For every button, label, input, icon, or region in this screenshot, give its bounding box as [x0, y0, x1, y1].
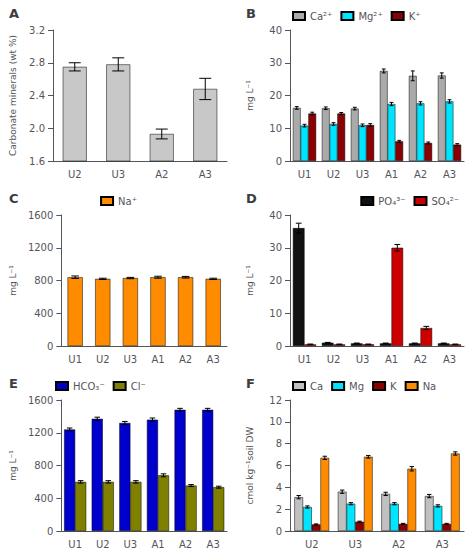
svg-text:2: 2 — [276, 504, 282, 515]
svg-text:U3: U3 — [124, 539, 138, 550]
svg-text:Mg: Mg — [349, 381, 364, 392]
svg-text:A2: A2 — [179, 539, 192, 550]
svg-text:Na⁺: Na⁺ — [118, 196, 137, 207]
svg-text:40: 40 — [269, 210, 282, 221]
svg-text:E: E — [9, 376, 18, 391]
svg-text:U1: U1 — [68, 354, 82, 365]
svg-text:D: D — [246, 191, 257, 206]
svg-text:A2: A2 — [414, 169, 427, 180]
svg-text:800: 800 — [34, 460, 53, 471]
svg-text:A2: A2 — [392, 539, 405, 550]
svg-text:0: 0 — [276, 156, 282, 167]
svg-text:U3: U3 — [124, 354, 138, 365]
svg-text:2.8: 2.8 — [29, 57, 45, 68]
svg-text:K: K — [390, 381, 397, 392]
svg-text:F: F — [246, 376, 255, 391]
svg-text:0: 0 — [47, 526, 53, 537]
svg-text:1.6: 1.6 — [29, 156, 45, 167]
svg-text:U2: U2 — [68, 169, 82, 180]
svg-text:U2: U2 — [96, 354, 110, 365]
svg-text:0: 0 — [276, 526, 282, 537]
svg-text:A3: A3 — [199, 169, 212, 180]
svg-text:20: 20 — [269, 275, 282, 286]
svg-text:U3: U3 — [356, 354, 370, 365]
svg-text:cmol⁣ kg⁻¹soil DW: cmol⁣ kg⁻¹soil DW — [245, 427, 255, 505]
svg-text:mg L⁻¹: mg L⁻¹ — [245, 80, 255, 111]
svg-text:C: C — [9, 191, 19, 206]
svg-text:A3: A3 — [443, 169, 456, 180]
svg-text:400: 400 — [34, 493, 53, 504]
svg-text:U2: U2 — [327, 354, 341, 365]
svg-text:10: 10 — [269, 416, 282, 427]
svg-text:12: 12 — [269, 395, 282, 406]
svg-text:mg L⁻¹: mg L⁻¹ — [8, 265, 18, 296]
svg-text:U2: U2 — [327, 169, 341, 180]
svg-text:1600: 1600 — [28, 395, 53, 406]
svg-text:A3: A3 — [207, 354, 220, 365]
svg-text:U3: U3 — [356, 169, 370, 180]
svg-text:6: 6 — [276, 460, 282, 471]
svg-text:A2: A2 — [155, 169, 168, 180]
svg-text:400: 400 — [34, 308, 53, 319]
svg-text:SO₄²⁻: SO₄²⁻ — [431, 196, 459, 207]
svg-text:0: 0 — [47, 341, 53, 352]
svg-text:A3: A3 — [436, 539, 449, 550]
svg-text:PO₄³⁻: PO₄³⁻ — [378, 196, 405, 207]
svg-text:8: 8 — [276, 438, 282, 449]
svg-text:Carbonate minerals (wt %): Carbonate minerals (wt %) — [8, 35, 18, 156]
svg-text:A2: A2 — [414, 354, 427, 365]
svg-text:2.4: 2.4 — [29, 90, 45, 101]
svg-text:1200: 1200 — [28, 427, 53, 438]
svg-text:40: 40 — [269, 25, 282, 36]
svg-text:A3: A3 — [443, 354, 456, 365]
svg-text:HCO₃⁻: HCO₃⁻ — [73, 381, 105, 392]
svg-text:30: 30 — [269, 242, 282, 253]
svg-text:U3: U3 — [111, 169, 125, 180]
svg-text:U2: U2 — [96, 539, 110, 550]
svg-text:U3: U3 — [348, 539, 362, 550]
svg-text:mg L⁻¹: mg L⁻¹ — [8, 450, 18, 481]
svg-text:U1: U1 — [298, 354, 312, 365]
svg-text:4: 4 — [276, 482, 282, 493]
svg-text:1600: 1600 — [28, 210, 53, 221]
svg-text:A1: A1 — [151, 354, 164, 365]
svg-text:0: 0 — [276, 341, 282, 352]
svg-text:Na: Na — [423, 381, 437, 392]
svg-text:20: 20 — [269, 90, 282, 101]
svg-text:A1: A1 — [385, 169, 398, 180]
svg-text:A1: A1 — [151, 539, 164, 550]
svg-text:A3: A3 — [207, 539, 220, 550]
svg-text:Mg²⁺: Mg²⁺ — [358, 11, 382, 22]
svg-text:10: 10 — [269, 123, 282, 134]
svg-text:A1: A1 — [385, 354, 398, 365]
svg-text:A: A — [9, 6, 19, 21]
svg-text:30: 30 — [269, 57, 282, 68]
svg-text:U1: U1 — [68, 539, 82, 550]
svg-text:Ca: Ca — [310, 381, 323, 392]
svg-text:Ca²⁺: Ca²⁺ — [310, 11, 332, 22]
svg-text:mg L⁻¹: mg L⁻¹ — [245, 265, 255, 296]
svg-text:Cl⁻: Cl⁻ — [131, 381, 146, 392]
svg-text:K⁺: K⁺ — [409, 11, 421, 22]
svg-text:1200: 1200 — [28, 242, 53, 253]
svg-text:2.0: 2.0 — [29, 123, 45, 134]
svg-text:3.2: 3.2 — [29, 25, 45, 36]
svg-text:800: 800 — [34, 275, 53, 286]
svg-text:10: 10 — [269, 308, 282, 319]
svg-text:U2: U2 — [305, 539, 319, 550]
svg-text:A2: A2 — [179, 354, 192, 365]
svg-text:U1: U1 — [298, 169, 312, 180]
svg-text:B: B — [246, 6, 256, 21]
